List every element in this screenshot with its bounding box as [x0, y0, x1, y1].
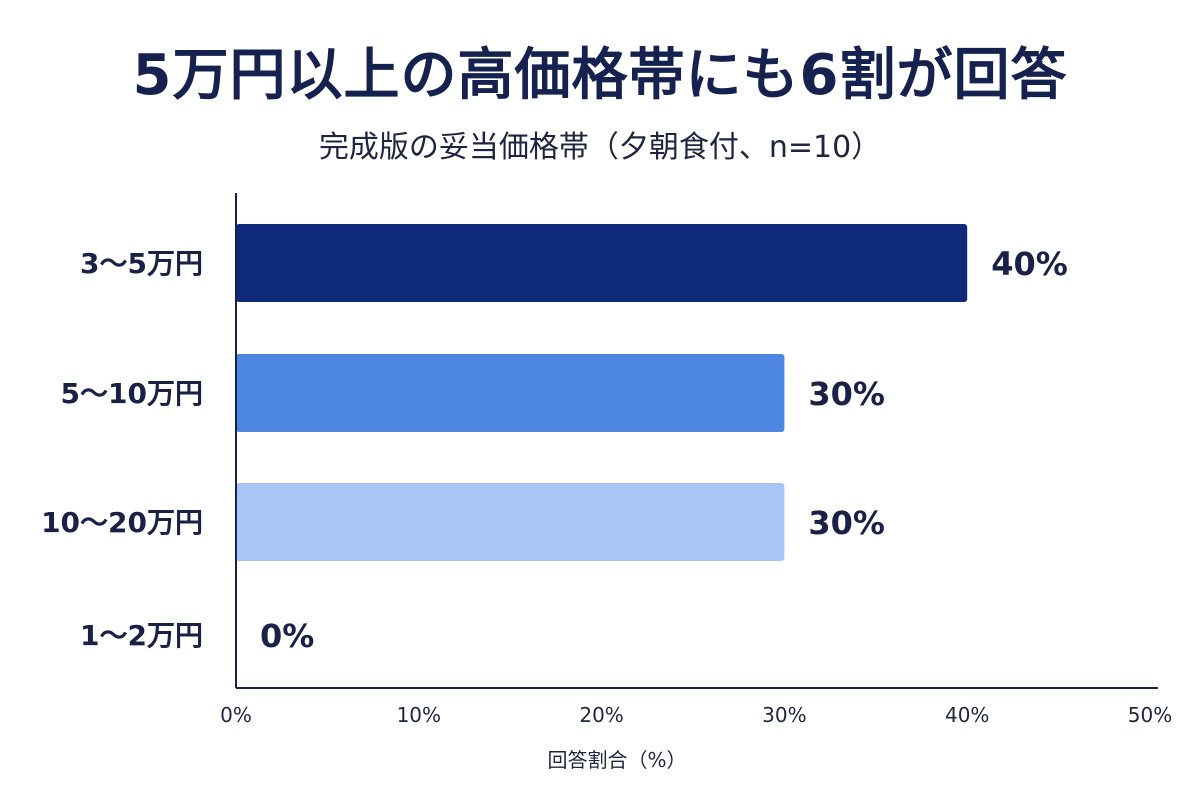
bar: [236, 354, 785, 432]
value-label: 30%: [808, 504, 885, 542]
x-tick-label: 40%: [945, 703, 989, 727]
x-tick-label: 20%: [579, 703, 623, 727]
bar: [236, 224, 968, 302]
chart-subtitle: 完成版の妥当価格帯（夕朝食付、n=10）: [318, 130, 882, 165]
x-tick-label: 10%: [397, 703, 441, 727]
category-label: 10〜20万円: [41, 506, 203, 539]
category-label: 3〜5万円: [80, 247, 203, 280]
x-tick-label: 30%: [762, 703, 806, 727]
x-tick-label: 50%: [1128, 703, 1172, 727]
axes-layer: 0% 10% 20% 30% 40% 50%: [220, 193, 1172, 727]
value-label: 0%: [260, 617, 314, 655]
value-label: 40%: [991, 245, 1068, 283]
chart-title: 5万円以上の高価格帯にも6割が回答: [132, 43, 1068, 108]
category-label: 1〜2万円: [80, 619, 203, 652]
bars-layer: [236, 224, 968, 561]
x-axis-title: 回答割合（%）: [547, 748, 686, 772]
x-tick-label: 0%: [220, 703, 252, 727]
bar: [236, 483, 785, 561]
labels-layer: 3〜5万円 40% 5〜10万円 30% 10〜20万円 30% 1〜2万円 0%: [41, 245, 1068, 655]
value-label: 30%: [808, 375, 885, 413]
category-label: 5〜10万円: [61, 377, 203, 410]
